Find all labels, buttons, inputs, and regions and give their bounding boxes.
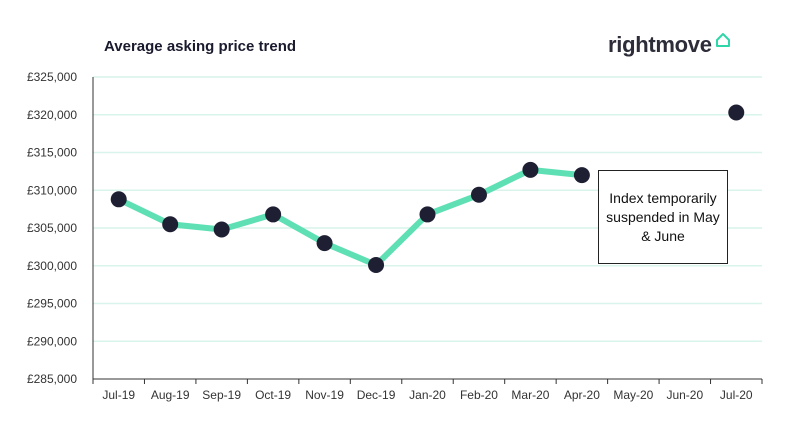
series-line-segment bbox=[373, 211, 431, 268]
series-lines bbox=[115, 166, 585, 268]
logo-text: rightmove bbox=[608, 32, 712, 57]
x-tick-label: Jul-19 bbox=[102, 388, 135, 402]
y-tick-label: £315,000 bbox=[27, 146, 77, 160]
axes bbox=[92, 77, 763, 384]
data-point bbox=[368, 256, 385, 273]
series-line-segment bbox=[475, 166, 534, 198]
x-tick-label: May-20 bbox=[613, 388, 653, 402]
gridlines bbox=[93, 76, 762, 342]
x-tick-labels: Jul-19 Aug-19 Sep-19 Oct-19 Nov-19 Dec-19 Jan-… bbox=[102, 388, 753, 402]
x-tick-label: Jul-20 bbox=[720, 388, 753, 402]
suspension-annotation: Index temporarily suspended in May & Jun… bbox=[598, 170, 728, 264]
x-tick-label: Sep-19 bbox=[202, 388, 241, 402]
data-point bbox=[522, 161, 539, 178]
data-point bbox=[110, 191, 127, 208]
chart-title: Average asking price trend bbox=[104, 38, 297, 55]
x-tick-label: Jun-20 bbox=[666, 388, 703, 402]
y-tick-label: £295,000 bbox=[27, 297, 77, 311]
x-tick-label: Nov-19 bbox=[305, 388, 344, 402]
series-line-segment bbox=[424, 191, 482, 218]
data-point bbox=[316, 235, 333, 252]
series-line-segment bbox=[218, 211, 277, 233]
y-tick-label: £310,000 bbox=[27, 183, 77, 197]
series-line-segment bbox=[167, 221, 225, 233]
x-tick-label: Aug-19 bbox=[151, 388, 190, 402]
series-line-segment bbox=[321, 240, 380, 268]
data-point bbox=[573, 167, 590, 184]
y-tick-label: £320,000 bbox=[27, 108, 77, 122]
x-tick-label: Oct-19 bbox=[255, 388, 291, 402]
x-tick-label: Mar-20 bbox=[511, 388, 549, 402]
x-tick-label: Dec-19 bbox=[357, 388, 396, 402]
series-line-segment bbox=[270, 211, 328, 247]
data-point bbox=[265, 206, 282, 223]
x-tick-label: Feb-20 bbox=[460, 388, 498, 402]
x-tick-label: Apr-20 bbox=[564, 388, 600, 402]
y-tick-labels: £285,000 £290,000 £295,000 £300,000 £305,000… bbox=[27, 70, 77, 386]
data-point bbox=[728, 104, 745, 121]
data-point bbox=[419, 206, 436, 223]
y-tick-label: £325,000 bbox=[27, 70, 77, 84]
data-point bbox=[213, 221, 230, 238]
series-line-segment bbox=[527, 166, 585, 179]
data-point bbox=[162, 216, 179, 233]
house-outline-icon bbox=[715, 32, 731, 53]
x-tick-label: Jan-20 bbox=[409, 388, 446, 402]
series-line-segment bbox=[115, 196, 174, 228]
y-tick-label: £305,000 bbox=[27, 221, 77, 235]
y-tick-label: £285,000 bbox=[27, 372, 77, 386]
data-point bbox=[470, 186, 487, 203]
series-points bbox=[110, 104, 745, 273]
rightmove-logo: rightmove bbox=[608, 32, 731, 58]
y-tick-label: £300,000 bbox=[27, 259, 77, 273]
y-tick-label: £290,000 bbox=[27, 334, 77, 348]
